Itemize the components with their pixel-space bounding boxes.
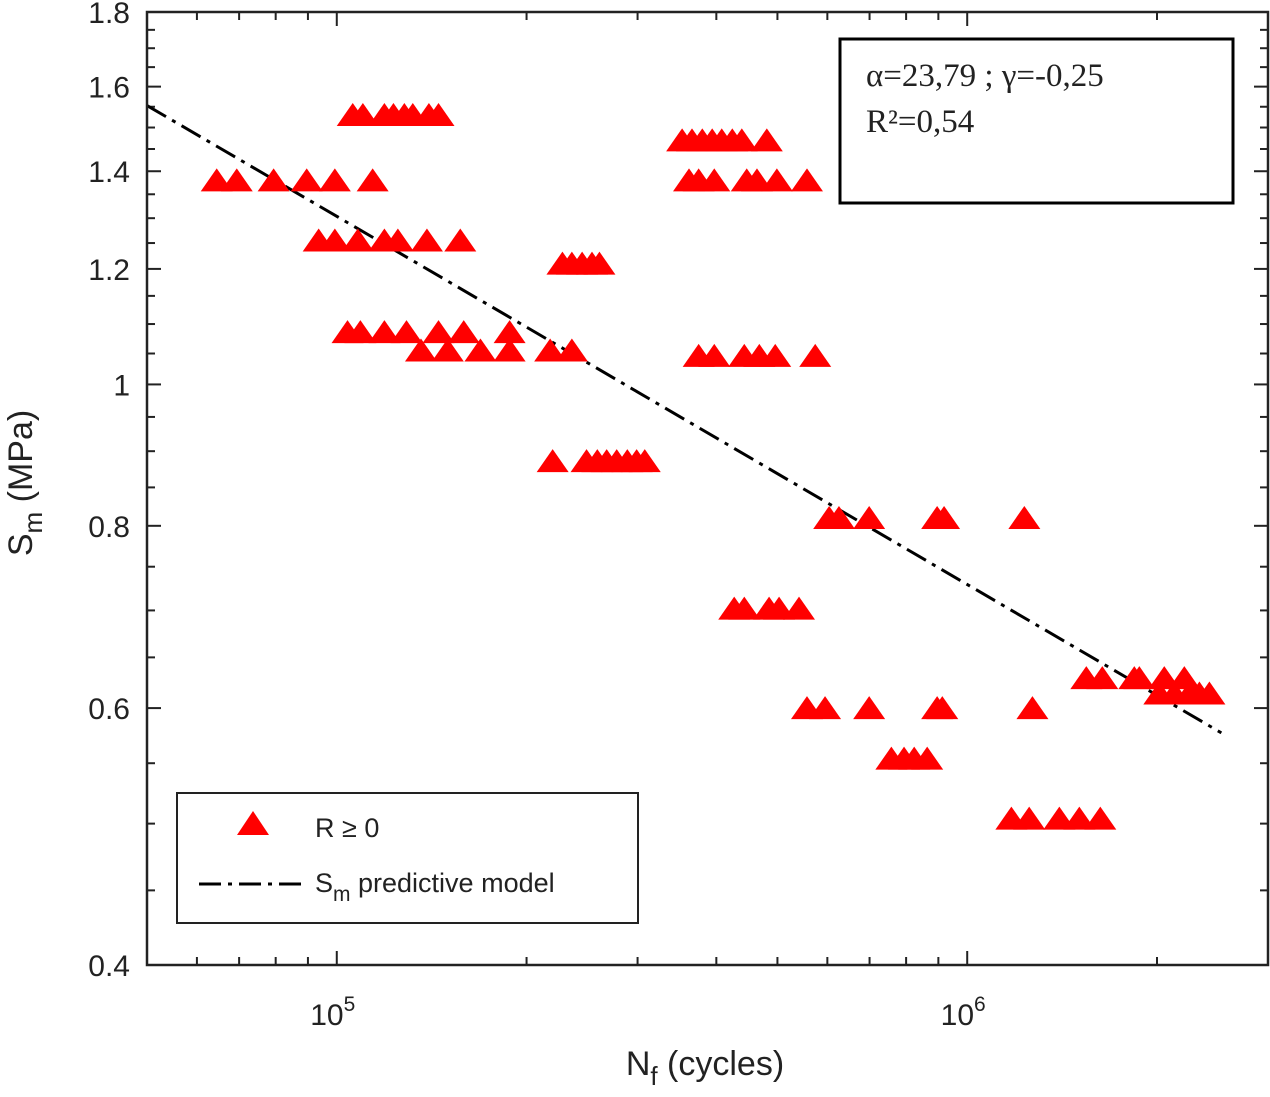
- data-point: [790, 168, 823, 192]
- data-point: [464, 338, 497, 362]
- data-point: [318, 228, 351, 252]
- data-point: [356, 168, 389, 192]
- data-point: [444, 228, 477, 252]
- data-point: [344, 320, 377, 344]
- model-line-group: [146, 104, 1223, 735]
- data-point: [750, 128, 783, 152]
- data-point: [1123, 666, 1156, 690]
- data-point: [368, 320, 401, 344]
- data-point: [759, 343, 792, 367]
- data-point: [1086, 666, 1119, 690]
- y-tick-label: 1.8: [88, 0, 130, 30]
- data-point: [1168, 666, 1201, 690]
- data-point: [783, 596, 816, 620]
- data-point: [390, 320, 423, 344]
- data-point: [555, 338, 588, 362]
- data-point: [583, 251, 616, 275]
- legend-triangle-marker: [237, 811, 269, 835]
- y-tick-label: 1.4: [88, 156, 130, 189]
- data-point: [220, 168, 253, 192]
- data-point: [698, 168, 731, 192]
- data-point: [431, 338, 464, 362]
- model-line: [146, 104, 1223, 735]
- y-tick-labels: 0.4 0.6 0.8 1 1.2 1.4 1.6 1.8: [88, 0, 130, 983]
- data-point: [928, 505, 961, 529]
- x-tick-label: 105: [310, 993, 355, 1032]
- y-axis-label: Sm (MPa): [2, 410, 48, 556]
- data-point: [534, 338, 567, 362]
- data-point: [404, 338, 437, 362]
- data-point: [911, 746, 944, 770]
- data-point: [1016, 696, 1049, 720]
- legend-label-points: R ≥ 0: [315, 813, 379, 843]
- data-point: [853, 696, 886, 720]
- data-points: [200, 102, 1226, 830]
- data-point: [628, 449, 661, 473]
- data-point: [1084, 806, 1117, 830]
- data-point: [728, 596, 761, 620]
- data-point: [257, 168, 290, 192]
- y-tick-label: 0.6: [88, 693, 130, 726]
- legend: R ≥ 0 Sm predictive model: [176, 792, 639, 924]
- y-tick-label: 1.2: [88, 254, 130, 287]
- data-point: [853, 505, 886, 529]
- annotation-r2: R²=0,54: [866, 104, 974, 140]
- legend-label-model: Sm predictive model: [315, 868, 555, 906]
- data-point: [799, 343, 832, 367]
- data-point: [1008, 505, 1041, 529]
- data-point: [1148, 666, 1181, 690]
- annotation-box: α=23,79 ; γ=-0,25 R²=0,54: [838, 37, 1235, 205]
- data-point: [381, 228, 414, 252]
- data-point: [410, 228, 443, 252]
- data-point: [725, 128, 758, 152]
- data-point: [447, 320, 480, 344]
- data-point: [698, 343, 731, 367]
- data-point: [822, 505, 855, 529]
- data-point: [760, 168, 793, 192]
- plot-area-frame: [145, 10, 1270, 967]
- data-point: [926, 696, 959, 720]
- data-point: [1063, 806, 1096, 830]
- data-point: [341, 228, 374, 252]
- y-tick-label: 1.6: [88, 72, 130, 105]
- data-point: [200, 168, 233, 192]
- y-tick-label: 0.4: [88, 950, 130, 983]
- data-point: [1013, 806, 1046, 830]
- x-tick-label: 106: [941, 993, 986, 1032]
- data-point: [493, 338, 526, 362]
- y-tick-label: 1: [113, 369, 130, 402]
- data-point: [318, 168, 351, 192]
- x-axis-label: Nf (cycles): [626, 1045, 784, 1091]
- data-point: [422, 102, 455, 126]
- data-point: [422, 320, 455, 344]
- data-point: [493, 320, 526, 344]
- data-point: [346, 102, 379, 126]
- data-point: [290, 168, 323, 192]
- data-point: [536, 449, 569, 473]
- annotation-params: α=23,79 ; γ=-0,25: [866, 58, 1104, 94]
- x-tick-labels: 105 106: [310, 993, 985, 1032]
- data-point: [1193, 681, 1226, 705]
- axis-ticks: [147, 12, 1269, 965]
- y-tick-label: 0.8: [88, 511, 130, 544]
- data-point: [809, 696, 842, 720]
